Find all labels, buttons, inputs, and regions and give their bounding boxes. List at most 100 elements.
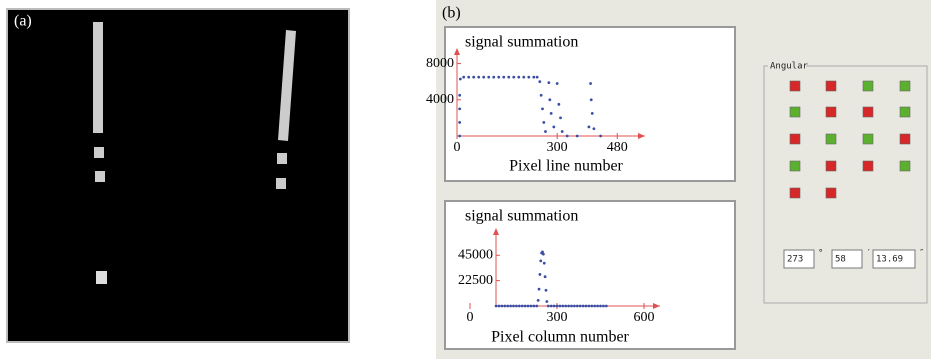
square-shape [276, 178, 286, 189]
data-point [576, 305, 579, 308]
data-point [509, 305, 512, 308]
x-tick-label: 300 [547, 310, 568, 325]
data-point [588, 305, 591, 308]
data-point [542, 253, 545, 256]
data-point [538, 273, 541, 276]
figure: (a) (b) Angular signal summationPixel li… [0, 0, 931, 359]
data-point [550, 305, 553, 308]
data-point [547, 305, 550, 308]
status-indicator [826, 161, 836, 171]
data-point [522, 76, 525, 79]
data-point [548, 98, 551, 101]
data-point [602, 305, 605, 308]
data-point [487, 76, 490, 79]
data-point [566, 135, 569, 138]
data-point [544, 130, 547, 133]
data-point [589, 82, 592, 85]
data-point [506, 305, 509, 308]
data-point [593, 127, 596, 130]
data-point [538, 288, 541, 291]
data-point [458, 94, 461, 97]
data-point [593, 305, 596, 308]
x-tick-label: 480 [607, 140, 628, 155]
status-indicator [863, 134, 873, 144]
data-point [576, 135, 579, 138]
data-point [591, 112, 594, 115]
data-point [458, 107, 461, 110]
y-tick-label: 22500 [458, 273, 493, 288]
data-point [535, 305, 538, 308]
status-indicator [863, 161, 873, 171]
data-point [590, 305, 593, 308]
data-point [559, 116, 562, 119]
data-point [462, 76, 465, 79]
data-point [518, 305, 521, 308]
data-point [538, 80, 541, 83]
data-point [567, 305, 570, 308]
data-point [541, 107, 544, 110]
data-point [545, 300, 548, 303]
data-point [512, 76, 515, 79]
data-point [507, 76, 510, 79]
data-point [573, 305, 576, 308]
data-point [564, 305, 567, 308]
data-point [482, 76, 485, 79]
data-point [557, 103, 560, 106]
field-value: 273 [787, 255, 803, 265]
status-indicator [826, 188, 836, 198]
data-point [605, 305, 608, 308]
data-point [521, 305, 524, 308]
data-point [545, 289, 548, 292]
x-tick-label: 0 [467, 310, 474, 325]
data-point [552, 126, 555, 129]
x-axis-label: Pixel column number [491, 329, 629, 346]
field-value: 58 [835, 255, 846, 265]
data-point [561, 305, 564, 308]
y-tick-label: 8000 [426, 56, 454, 71]
data-point [550, 112, 553, 115]
data-point [585, 305, 588, 308]
y-tick-label: 4000 [426, 92, 454, 107]
data-point [556, 305, 559, 308]
data-point [527, 305, 530, 308]
data-point [599, 135, 602, 138]
data-point [561, 130, 564, 133]
data-point [547, 81, 550, 84]
chart-title: signal summation [465, 208, 578, 225]
data-point [582, 305, 585, 308]
data-point [539, 260, 542, 263]
data-point [527, 76, 530, 79]
panel-label: (b) [442, 5, 461, 22]
data-point [532, 76, 535, 79]
x-tick-label: 300 [547, 140, 568, 155]
data-point [596, 305, 599, 308]
data-point [588, 126, 591, 129]
data-point [472, 76, 475, 79]
data-point [497, 76, 500, 79]
data-point [467, 76, 470, 79]
x-tick-label: 600 [634, 310, 655, 325]
status-indicator [826, 81, 836, 91]
data-point [515, 305, 518, 308]
data-point [553, 305, 556, 308]
panel-label: (a) [14, 13, 32, 30]
data-point [537, 299, 540, 302]
data-point [458, 121, 461, 124]
data-point [524, 305, 527, 308]
chart-title: signal summation [465, 34, 578, 51]
square-shape [95, 171, 105, 182]
data-point [543, 262, 546, 265]
field-value: 13.69 [876, 255, 903, 265]
square-shape [96, 271, 107, 284]
bar-shape [93, 22, 103, 133]
data-point [532, 305, 535, 308]
square-shape [94, 147, 104, 158]
status-indicator [826, 134, 836, 144]
status-indicator [900, 81, 910, 91]
status-indicator [790, 107, 800, 117]
field-unit: ″ [919, 249, 924, 259]
status-indicator [863, 107, 873, 117]
status-indicator [790, 81, 800, 91]
data-point [540, 94, 543, 97]
data-point [559, 305, 562, 308]
